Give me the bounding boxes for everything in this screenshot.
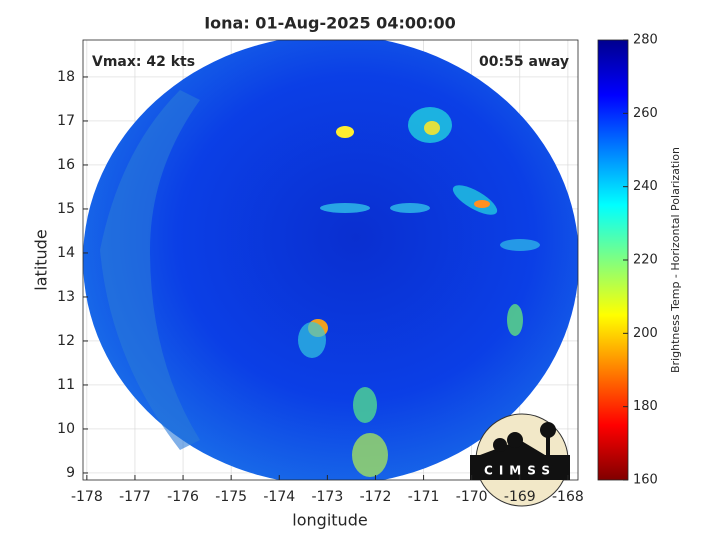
x-tick-label: -169: [504, 489, 536, 505]
colorbar-tick-label: 180: [633, 399, 658, 414]
plot-frame: [82, 39, 579, 481]
y-tick-label: 16: [57, 157, 75, 173]
y-tick-label: 12: [57, 333, 75, 349]
x-tick-label: -175: [215, 489, 247, 505]
time-label: 00:55 away: [479, 54, 569, 70]
y-axis-label: latitude: [32, 229, 51, 290]
y-tick-label: 11: [57, 377, 75, 393]
colorbar-label: Brightness Temp - Horizontal Polarizatio…: [669, 147, 682, 373]
vmax-label: Vmax: 42 kts: [92, 54, 195, 70]
x-tick-label: -168: [552, 489, 584, 505]
x-tick-label: -178: [71, 489, 103, 505]
y-tick-label: 10: [57, 421, 75, 437]
y-tick-label: 15: [57, 201, 75, 217]
colorbar-tick-label: 260: [633, 106, 658, 121]
x-tick-label: -176: [167, 489, 199, 505]
colorbar-tick-label: 240: [633, 179, 658, 194]
chart-title: Iona: 01-Aug-2025 04:00:00: [204, 14, 456, 33]
logo-text: CIMSS: [484, 464, 556, 478]
y-tick-label: 13: [57, 289, 75, 305]
y-tick-label: 17: [57, 113, 75, 129]
y-tick-label: 9: [66, 465, 75, 481]
x-tick-label: -172: [360, 489, 392, 505]
x-tick-label: -173: [311, 489, 343, 505]
colorbar-tick-label: 200: [633, 326, 658, 341]
colorbar-tick-label: 160: [633, 473, 658, 488]
x-tick-label: -177: [119, 489, 151, 505]
x-tick-label: -174: [263, 489, 295, 505]
x-tick-label: -170: [456, 489, 488, 505]
x-axis-label: longitude: [292, 511, 367, 530]
y-tick-label: 18: [57, 69, 75, 85]
colorbar-tick-label: 280: [633, 33, 658, 48]
y-tick-label: 14: [57, 245, 75, 261]
swath: [83, 40, 578, 480]
x-tick-label: -171: [408, 489, 440, 505]
colorbar-tick-label: 220: [633, 253, 658, 268]
